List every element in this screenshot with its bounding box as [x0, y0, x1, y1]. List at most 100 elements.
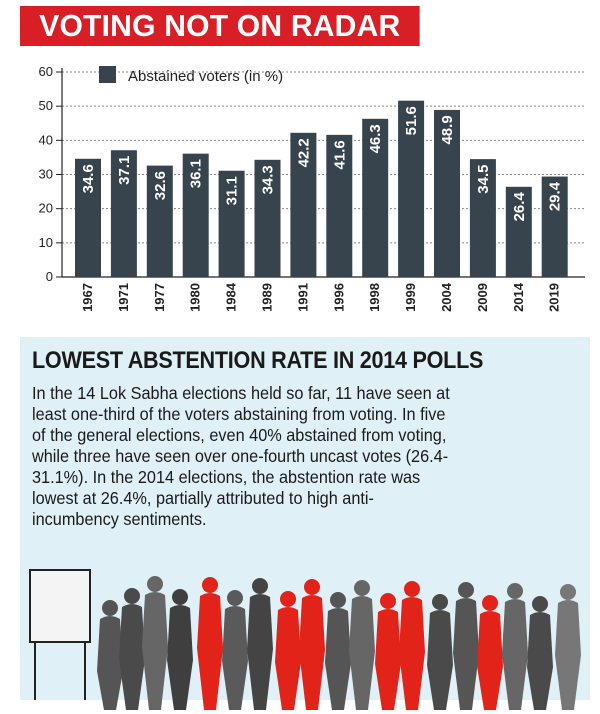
person-head: [507, 583, 523, 599]
bar-1977: [146, 165, 173, 277]
person-head: [172, 589, 188, 605]
person-silhouette: [502, 599, 528, 710]
legend-label: Abstained voters (in %): [128, 68, 283, 85]
x-tick-label: 1996: [331, 283, 346, 312]
person-silhouette: [477, 611, 503, 710]
page-title: VOTING NOT ON RADAR: [20, 6, 420, 46]
bar-2009: [469, 159, 496, 277]
person-silhouette: [142, 592, 168, 710]
person-silhouette: [167, 605, 193, 710]
person-head: [202, 577, 218, 593]
info-body: In the 14 Lok Sabha elections held so fa…: [32, 383, 553, 530]
x-tick-label: 1984: [224, 282, 239, 312]
bar-value-label: 26.4: [511, 192, 528, 222]
y-tick-label: 40: [39, 132, 53, 147]
info-heading: LOWEST ABSTENTION RATE IN 2014 POLLS: [32, 347, 484, 374]
bar-2019: [541, 176, 568, 277]
bar-value-label: 29.4: [547, 181, 564, 211]
bar-1998: [362, 118, 389, 277]
info-line: lowest at 26.4%, partially attributed to…: [32, 488, 374, 508]
bar-value-label: 51.6: [403, 106, 420, 135]
person-head: [124, 588, 140, 604]
info-line: In the 14 Lok Sabha elections held so fa…: [32, 383, 450, 403]
bar-value-label: 41.6: [331, 140, 348, 169]
person-head: [227, 590, 243, 606]
x-tick-label: 2009: [475, 283, 490, 312]
person-silhouette: [197, 593, 223, 710]
person-silhouette: [399, 597, 425, 710]
person-head: [404, 581, 420, 597]
person-head: [380, 593, 396, 609]
person-head: [560, 584, 576, 600]
person-head: [280, 591, 296, 607]
person-silhouette: [349, 596, 375, 710]
person-silhouette: [453, 598, 479, 710]
bar-1989: [254, 159, 281, 277]
person-silhouette: [527, 612, 553, 710]
bar-1967: [75, 158, 101, 277]
info-line: 31.1%). In the 2014 elections, the abste…: [32, 467, 421, 487]
bar-value-label: 34.5: [475, 165, 492, 194]
person-silhouette: [119, 604, 145, 710]
person-head: [252, 578, 268, 594]
bar-value-label: 46.3: [367, 124, 384, 153]
person-silhouette: [299, 595, 325, 710]
x-tick-label: 1999: [403, 283, 418, 312]
y-tick-label: 50: [39, 98, 53, 113]
person-head: [147, 576, 163, 592]
bar-1980: [182, 153, 209, 277]
bar-value-label: 42.2: [295, 138, 312, 167]
y-tick-label: 10: [39, 235, 53, 250]
bar-value-label: 37.1: [116, 156, 133, 185]
voters-queue-illustration: [20, 569, 590, 714]
y-tick-label: 30: [39, 167, 53, 182]
person-silhouette: [222, 606, 248, 710]
person-silhouette: [427, 610, 453, 710]
x-tick-label: 1989: [260, 283, 275, 312]
x-tick-label: 1998: [367, 283, 382, 312]
info-line: of the general elections, even 40% absta…: [32, 425, 447, 445]
bar-2004: [434, 109, 460, 277]
person-head: [432, 594, 448, 610]
bar-1996: [326, 134, 353, 277]
x-tick-label: 1971: [116, 283, 131, 312]
person-silhouette: [275, 607, 301, 710]
bar-1999: [398, 100, 425, 277]
person-silhouette: [247, 594, 273, 710]
ground: [20, 700, 590, 714]
bar-value-label: 31.1: [224, 176, 241, 205]
y-tick-label: 60: [39, 64, 53, 79]
y-tick-label: 0: [46, 269, 53, 284]
bar-value-label: 34.6: [80, 164, 97, 193]
person-head: [482, 595, 498, 611]
bar-value-label: 48.9: [439, 115, 456, 144]
person-silhouette: [375, 609, 401, 710]
bar-1991: [290, 132, 317, 277]
x-tick-label: 2019: [547, 283, 562, 312]
person-silhouette: [97, 616, 123, 710]
person-head: [102, 600, 118, 616]
info-line: least one-third of the voters abstaining…: [32, 404, 446, 424]
y-tick-label: 20: [39, 201, 53, 216]
person-head: [458, 582, 474, 598]
x-tick-label: 2014: [511, 282, 526, 312]
x-tick-label: 1980: [188, 283, 203, 312]
x-tick-label: 1977: [152, 283, 167, 312]
bar-1984: [218, 170, 245, 277]
bar-value-label: 36.1: [188, 159, 205, 188]
bar-1971: [110, 150, 137, 277]
bar-chart: 0 10 20 30 40 50 60 34.6 1967 37.1 1971 32.6 1977 36.…: [39, 64, 585, 312]
bar-value-label: 32.6: [152, 171, 169, 200]
person-head: [330, 592, 346, 608]
person-head: [532, 596, 548, 612]
person-silhouette: [325, 608, 351, 710]
legend-swatch: [99, 66, 116, 83]
info-line: while three have seen over one-fourth un…: [32, 446, 449, 466]
x-tick-label: 2004: [439, 282, 454, 312]
voting-booth: [29, 569, 91, 643]
person-head: [304, 579, 320, 595]
bar-value-label: 34.3: [260, 165, 277, 194]
bar-2014: [505, 186, 532, 277]
info-line: incumbency sentiments.: [32, 509, 207, 529]
person-head: [354, 580, 370, 596]
